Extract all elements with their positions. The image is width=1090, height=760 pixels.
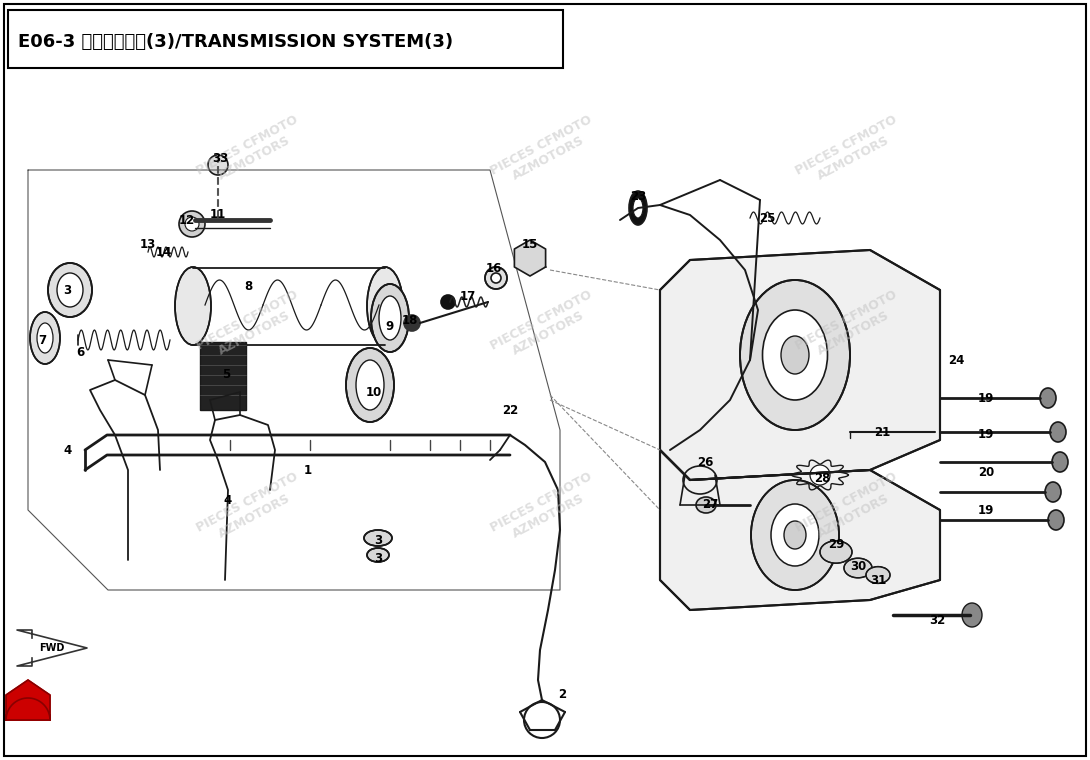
- Ellipse shape: [356, 360, 384, 410]
- Ellipse shape: [346, 348, 393, 422]
- Ellipse shape: [782, 336, 809, 374]
- Bar: [199, 342, 246, 410]
- Bar: [8, 10, 564, 68]
- Text: 24: 24: [948, 353, 965, 366]
- Ellipse shape: [784, 521, 806, 549]
- Ellipse shape: [521, 249, 538, 267]
- Text: 19: 19: [978, 504, 994, 517]
- Circle shape: [441, 295, 455, 309]
- Text: 3: 3: [374, 552, 383, 565]
- Text: 18: 18: [402, 313, 419, 327]
- Text: 27: 27: [702, 498, 718, 511]
- Circle shape: [404, 315, 420, 331]
- Ellipse shape: [740, 280, 850, 430]
- Ellipse shape: [771, 504, 819, 566]
- Text: 32: 32: [929, 613, 945, 626]
- Ellipse shape: [379, 296, 401, 340]
- Text: 19: 19: [978, 429, 994, 442]
- Polygon shape: [514, 240, 546, 276]
- Text: 11: 11: [210, 208, 226, 221]
- Ellipse shape: [364, 530, 392, 546]
- Text: 3: 3: [63, 283, 71, 296]
- Circle shape: [208, 155, 228, 175]
- Circle shape: [185, 217, 199, 231]
- Text: 22: 22: [501, 404, 518, 416]
- Text: 14: 14: [156, 245, 172, 258]
- Ellipse shape: [485, 267, 507, 289]
- Text: PIECES CFMOTO
AZMOTORS: PIECES CFMOTO AZMOTORS: [488, 288, 602, 366]
- Ellipse shape: [820, 541, 852, 563]
- Ellipse shape: [697, 497, 716, 513]
- Ellipse shape: [490, 273, 501, 283]
- Ellipse shape: [367, 548, 389, 562]
- Text: 26: 26: [697, 455, 713, 468]
- Text: PIECES CFMOTO
AZMOTORS: PIECES CFMOTO AZMOTORS: [794, 113, 907, 191]
- Text: 6: 6: [76, 347, 84, 359]
- Ellipse shape: [371, 284, 409, 352]
- Text: 23: 23: [630, 189, 646, 202]
- Ellipse shape: [844, 558, 872, 578]
- Text: 4: 4: [223, 493, 232, 506]
- Ellipse shape: [1050, 422, 1066, 442]
- Text: FWD: FWD: [39, 643, 64, 653]
- Text: 7: 7: [38, 334, 46, 347]
- Text: 29: 29: [827, 539, 844, 552]
- Text: 20: 20: [978, 465, 994, 479]
- Text: 31: 31: [870, 575, 886, 587]
- Text: PIECES CFMOTO
AZMOTORS: PIECES CFMOTO AZMOTORS: [194, 288, 307, 366]
- Polygon shape: [661, 450, 940, 610]
- Ellipse shape: [1040, 388, 1056, 408]
- Text: PIECES CFMOTO
AZMOTORS: PIECES CFMOTO AZMOTORS: [794, 288, 907, 366]
- Ellipse shape: [31, 312, 60, 364]
- Text: 10: 10: [366, 387, 383, 400]
- Text: PIECES CFMOTO
AZMOTORS: PIECES CFMOTO AZMOTORS: [488, 113, 602, 191]
- Text: 5: 5: [222, 369, 230, 382]
- Text: AZM
OTORS: AZM OTORS: [19, 723, 37, 733]
- Ellipse shape: [633, 198, 643, 218]
- Ellipse shape: [962, 603, 982, 627]
- Ellipse shape: [629, 191, 647, 225]
- Ellipse shape: [751, 480, 839, 590]
- Text: PIECES CFMOTO
AZMOTORS: PIECES CFMOTO AZMOTORS: [488, 470, 602, 548]
- Ellipse shape: [763, 310, 827, 400]
- Text: 33: 33: [211, 151, 228, 164]
- Text: 9: 9: [386, 319, 395, 333]
- Text: PIECES CFMOTO
AZMOTORS: PIECES CFMOTO AZMOTORS: [794, 470, 907, 548]
- Polygon shape: [17, 630, 87, 666]
- Ellipse shape: [865, 567, 891, 584]
- Text: 16: 16: [486, 261, 502, 274]
- Text: 30: 30: [850, 559, 867, 572]
- Ellipse shape: [1045, 482, 1061, 502]
- Circle shape: [179, 211, 205, 237]
- Text: 4: 4: [64, 444, 72, 457]
- Text: PIECES CFMOTO
AZMOTORS: PIECES CFMOTO AZMOTORS: [194, 470, 307, 548]
- Polygon shape: [7, 680, 50, 720]
- Ellipse shape: [175, 267, 211, 345]
- Ellipse shape: [367, 267, 403, 345]
- Text: 17: 17: [460, 290, 476, 302]
- Text: 8: 8: [244, 280, 252, 293]
- Text: 1: 1: [304, 464, 312, 477]
- Ellipse shape: [57, 273, 83, 307]
- Text: PIECES CFMOTO
AZMOTORS: PIECES CFMOTO AZMOTORS: [194, 113, 307, 191]
- Text: 3: 3: [374, 534, 383, 546]
- Text: 2: 2: [558, 689, 566, 701]
- Text: 15: 15: [522, 239, 538, 252]
- Text: 25: 25: [759, 211, 775, 224]
- Text: 13: 13: [140, 239, 156, 252]
- Ellipse shape: [1047, 510, 1064, 530]
- Polygon shape: [661, 250, 940, 480]
- Text: 19: 19: [978, 391, 994, 404]
- Circle shape: [810, 465, 829, 485]
- Ellipse shape: [1052, 452, 1068, 472]
- Text: 21: 21: [874, 426, 891, 439]
- Ellipse shape: [48, 263, 92, 317]
- Text: 28: 28: [814, 471, 831, 485]
- Text: 12: 12: [179, 214, 195, 226]
- Ellipse shape: [37, 323, 53, 353]
- Text: E06-3 换档变速总成(3)/TRANSMISSION SYSTEM(3): E06-3 换档变速总成(3)/TRANSMISSION SYSTEM(3): [19, 33, 453, 51]
